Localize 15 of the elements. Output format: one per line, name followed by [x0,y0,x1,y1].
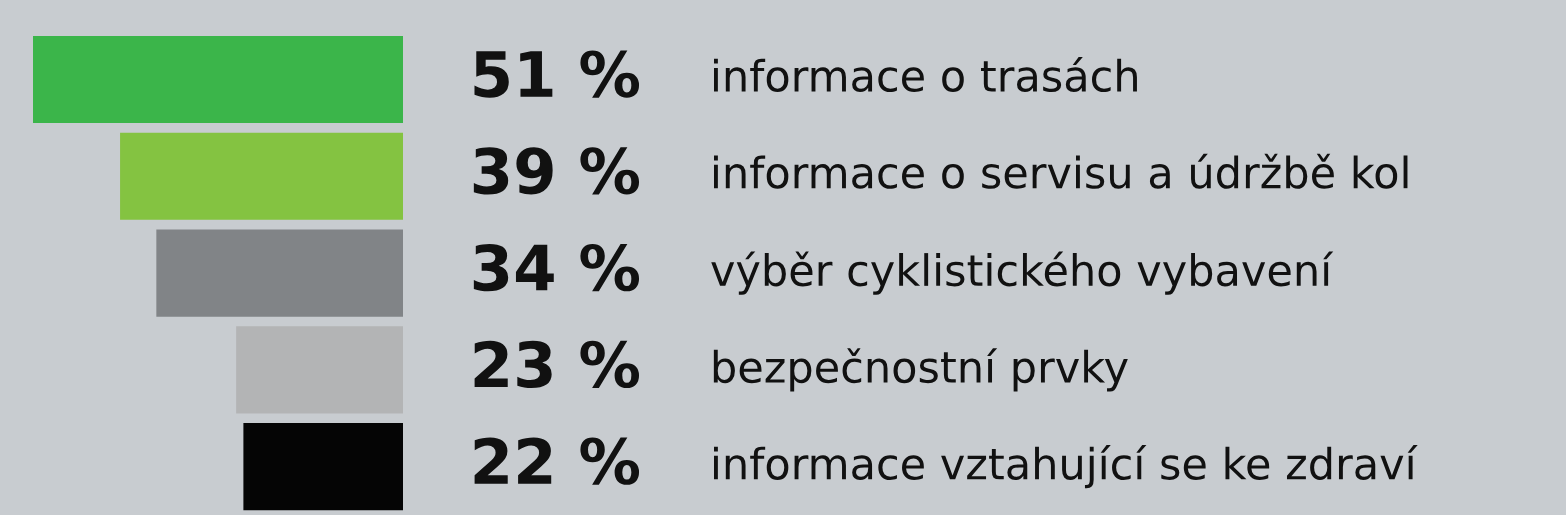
y-tick-label: informace o servisu a údržbě kol [714,153,1408,189]
bar [33,36,403,124]
y-tick-label: informace vztahující se ke zdraví [714,444,1418,489]
bar [236,326,403,414]
data-label: 23 % [474,340,640,388]
bar [243,423,403,511]
data-label: 39 % [473,147,640,195]
y-tick-label: informace o trasách [714,56,1137,93]
bar [120,132,403,220]
data-label: 51 % [474,50,640,98]
data-label: 34 % [473,243,640,292]
bar [156,229,403,317]
y-tick-label: bezpečnostní prvky [713,348,1128,392]
y-tick-label: výběr cyklistického vybavení [711,251,1334,295]
data-label: 22 % [474,437,640,485]
